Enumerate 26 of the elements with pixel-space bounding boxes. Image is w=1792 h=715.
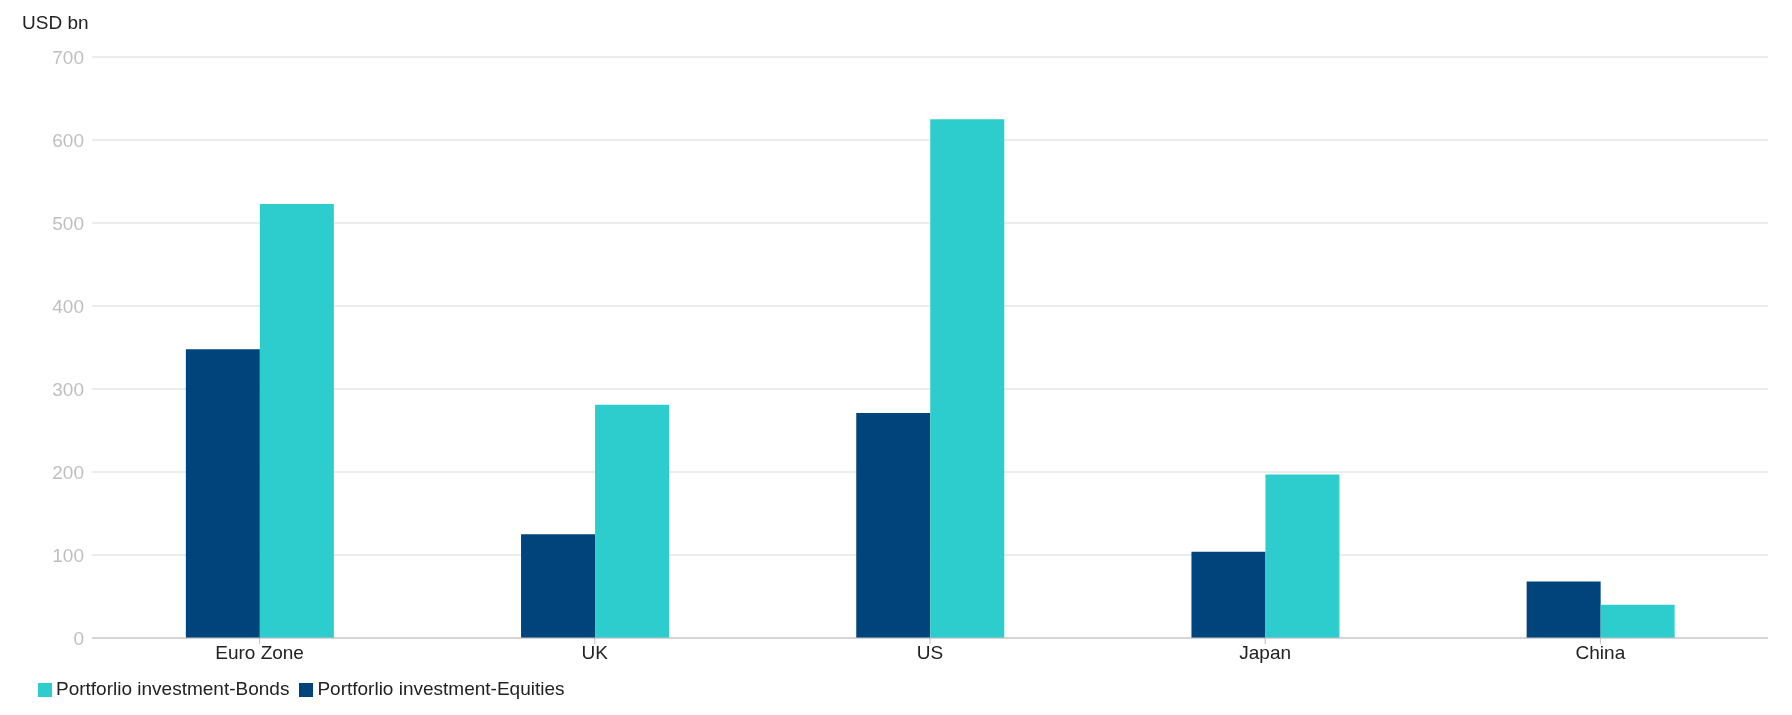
y-tick-label: 200 [52, 461, 84, 483]
bar [259, 203, 334, 638]
bar [521, 534, 596, 638]
x-tick-label: US [916, 642, 944, 664]
x-tick-label: Japan [1239, 642, 1292, 664]
y-tick-label: 700 [52, 46, 84, 68]
bar [1600, 604, 1675, 638]
y-tick-label: 300 [52, 378, 84, 400]
bar [1191, 551, 1266, 638]
legend-label: Portforlio investment-Equities [317, 678, 565, 699]
bar [1265, 474, 1340, 638]
bar [856, 413, 931, 638]
bar [185, 349, 260, 638]
y-axis-title: USD bn [22, 12, 89, 34]
bar [1526, 581, 1601, 638]
y-tick-label: 400 [52, 295, 84, 317]
x-tick-label: China [1575, 642, 1626, 664]
bar [595, 404, 670, 638]
x-tick-label: UK [581, 642, 609, 664]
y-tick-label: 500 [52, 212, 84, 234]
bar [930, 119, 1005, 638]
y-tick-label: 600 [52, 129, 84, 151]
y-tick-label: 100 [52, 544, 84, 566]
x-tick-label: Euro Zone [215, 642, 304, 664]
legend-label: Portforlio investment-Bonds [56, 678, 290, 699]
y-tick-label: 0 [73, 627, 84, 649]
